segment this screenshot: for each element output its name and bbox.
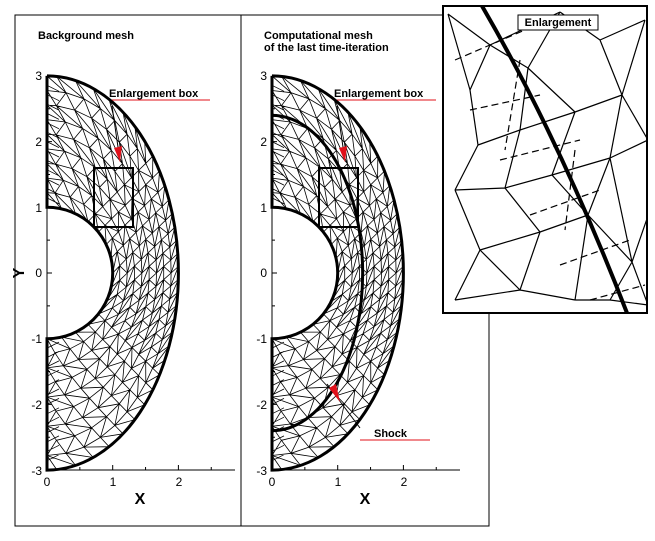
- left-ticks: [46, 75, 212, 471]
- x-tick-label: 2: [176, 475, 183, 489]
- left-panel-title: Background mesh: [38, 30, 134, 42]
- middle-panel-title-line1: Computational mesh: [264, 30, 373, 42]
- y-tick-label: 0: [260, 266, 267, 280]
- domain-boundary: [45, 74, 180, 472]
- enlargement-box-label: Enlargement box: [109, 88, 199, 100]
- y-tick-label: -3: [256, 464, 267, 478]
- inset-mesh-lines: [447, 11, 647, 306]
- annotation-pointer-line: [336, 105, 345, 155]
- x-tick-label: 0: [269, 475, 276, 489]
- enlargement-box: [318, 167, 359, 228]
- red-arrow-icon: [329, 384, 340, 402]
- inset-background: [443, 6, 647, 313]
- y-tick-label: 0: [35, 266, 42, 280]
- shock-label: Shock: [374, 428, 408, 440]
- y-tick-label: 2: [260, 135, 267, 149]
- y-axis-label: Y: [11, 267, 28, 278]
- y-tick-label: -2: [31, 398, 42, 412]
- x-axis-label: X: [135, 491, 146, 508]
- x-tick-label: 1: [335, 475, 342, 489]
- red-arrow-icon: [114, 146, 122, 162]
- middle-panel: Computational mesh of the last time-iter…: [256, 30, 460, 508]
- enlargement-box-label: Enlargement box: [334, 88, 424, 100]
- x-tick-label: 0: [44, 475, 51, 489]
- tick-marks: [271, 75, 437, 471]
- y-tick-label: 3: [260, 69, 267, 83]
- annotation-pointer-line: [111, 105, 120, 155]
- red-arrow-icon: [339, 146, 347, 162]
- left-panel: Background mesh Enlargement box 0 1 2 3 …: [11, 30, 235, 508]
- y-tick-label: 2: [35, 135, 42, 149]
- y-tick-label: 1: [35, 201, 42, 215]
- inset-title-box: [517, 14, 599, 31]
- y-tick-label: -3: [31, 464, 42, 478]
- domain-boundary: [270, 74, 405, 472]
- x-tick-label: 1: [110, 475, 117, 489]
- shock-curve: [271, 113, 365, 433]
- enlargement-inset: Enlargement: [442, 5, 648, 314]
- middle-ticks: [271, 75, 437, 471]
- enlargement-box: [93, 167, 134, 228]
- inset-title: Enlargement: [525, 17, 592, 29]
- inset-frame: [442, 5, 648, 314]
- y-tick-label: -1: [256, 332, 267, 346]
- enlarged-shock-curve: [480, 6, 629, 313]
- y-tick-label: 1: [260, 201, 267, 215]
- y-tick-label: 3: [35, 69, 42, 83]
- x-tick-label: 2: [401, 475, 408, 489]
- y-tick-label: -1: [31, 332, 42, 346]
- tick-marks: [46, 75, 212, 471]
- enlarged-mesh: [447, 11, 647, 306]
- x-axis-label: X: [360, 491, 371, 508]
- y-tick-label: -2: [256, 398, 267, 412]
- middle-panel-title-line2: of the last time-iteration: [264, 42, 389, 54]
